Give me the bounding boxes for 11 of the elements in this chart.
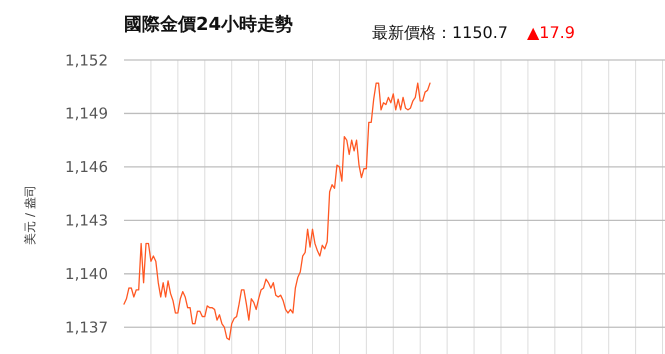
y-tick-label: 1,140 xyxy=(65,265,108,284)
chart-title: 國際金價24小時走勢 xyxy=(124,14,294,35)
line-series xyxy=(123,82,431,340)
y-axis-title: 美元 / 盎司 xyxy=(23,185,37,245)
y-tick-label: 1,149 xyxy=(65,104,108,123)
y-tick-label: 1,152 xyxy=(65,51,108,70)
chart-subtitle: 最新價格：1150.7 xyxy=(372,23,508,42)
y-tick-label: 1,137 xyxy=(65,318,108,337)
y-tick-label: 1,143 xyxy=(65,212,108,230)
text: ▲17.9 xyxy=(527,23,575,42)
y-tick-label: 1,146 xyxy=(65,158,108,176)
